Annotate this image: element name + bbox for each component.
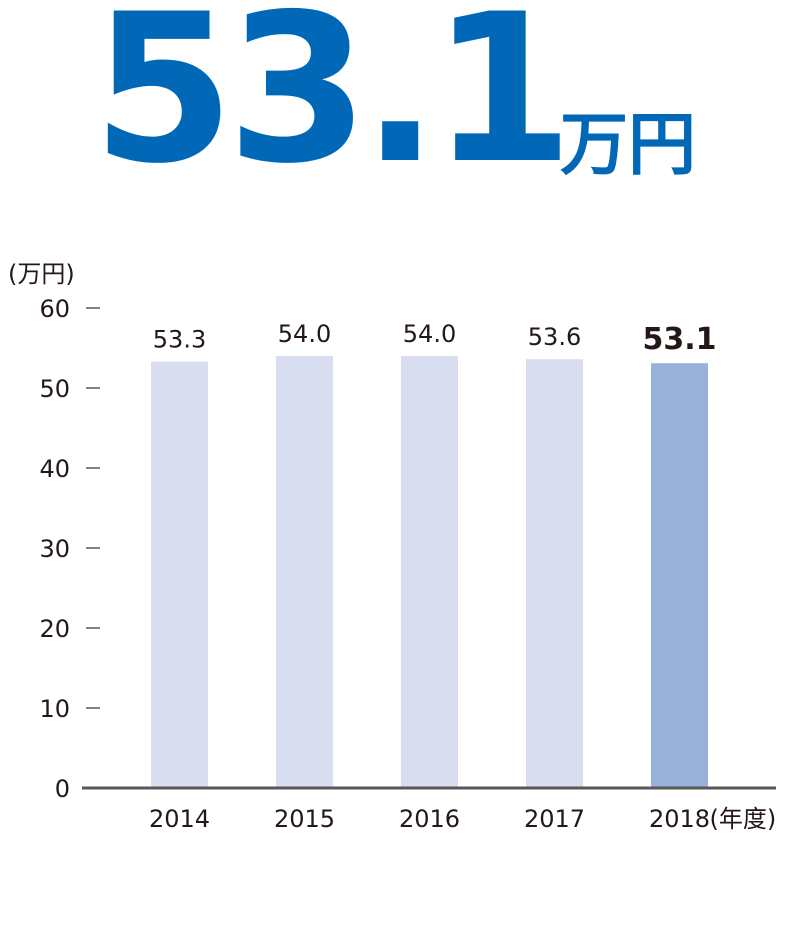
value-label-2018: 53.1 (642, 322, 716, 357)
value-label-2016: 54.0 (403, 320, 456, 348)
y-tick-label: 60 (39, 295, 70, 323)
bar-2017 (526, 359, 583, 788)
headline-unit: 万円 (560, 106, 697, 185)
bar-2014 (151, 361, 208, 788)
x-tick-label-2015: 2015 (274, 805, 335, 833)
value-label-2017: 53.6 (528, 323, 581, 351)
x-tick-label-2014: 2014 (149, 805, 210, 833)
bar-2016 (401, 356, 458, 788)
y-tick-label: 30 (39, 535, 70, 563)
y-tick-label: 40 (39, 455, 70, 483)
x-tick-label-2016: 2016 (399, 805, 460, 833)
y-tick-label: 0 (55, 775, 70, 803)
value-label-2015: 54.0 (278, 320, 331, 348)
y-axis-label: (万円) (8, 260, 75, 288)
y-tick-label: 50 (39, 375, 70, 403)
x-axis-unit: (年度) (710, 805, 777, 833)
bar-2015 (276, 356, 333, 788)
y-tick-label: 10 (39, 695, 70, 723)
bar-2018 (651, 363, 708, 788)
y-tick-label: 20 (39, 615, 70, 643)
y-axis-ticks: 0 10 20 30 40 50 60 (39, 295, 100, 803)
x-tick-label-2018: 2018 (649, 805, 710, 833)
x-axis-ticks: 2014 2015 2016 2017 2018 (年度) (149, 805, 776, 833)
bars (151, 356, 708, 788)
headline-value: 53.1 (92, 0, 574, 209)
headline: 53.1 万円 (92, 0, 772, 200)
value-labels: 53.3 54.0 54.0 53.6 53.1 (153, 320, 717, 357)
x-tick-label-2017: 2017 (524, 805, 585, 833)
value-label-2014: 53.3 (153, 326, 206, 354)
